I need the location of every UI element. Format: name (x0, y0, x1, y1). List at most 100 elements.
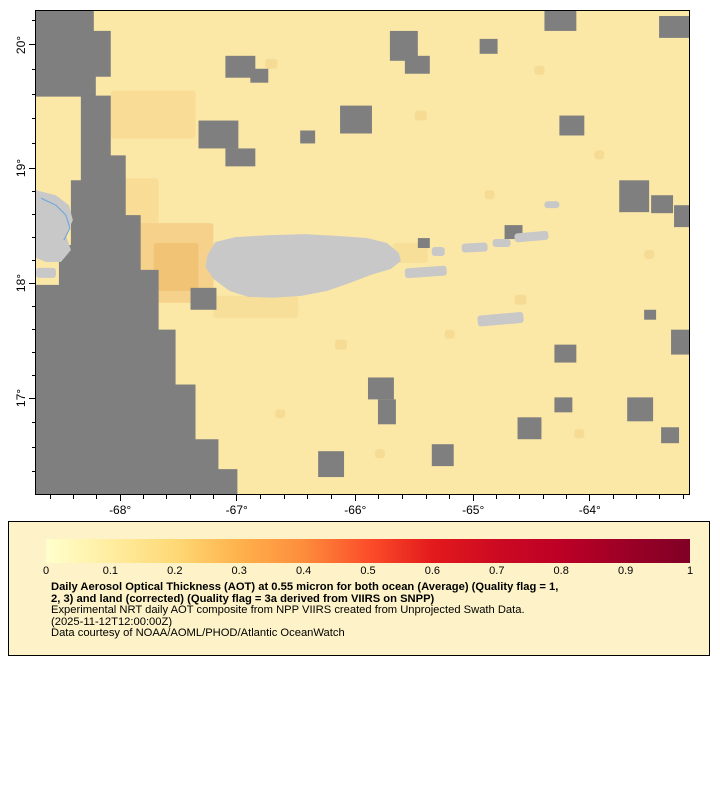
colorbar-tick-label: 0.7 (489, 565, 505, 577)
y-minor-tick (31, 213, 35, 215)
y-tick (29, 282, 35, 284)
y-tick-label: 18° (14, 273, 28, 293)
aot-tint-patch (153, 243, 199, 291)
island (36, 267, 56, 278)
missing-data-block (404, 55, 430, 74)
colorbar-tick-label: 0.8 (553, 565, 569, 577)
missing-data-block (674, 205, 689, 228)
x-tick (354, 495, 356, 501)
missing-data-block (559, 115, 585, 136)
y-tick-label: 17° (14, 388, 28, 408)
x-minor-tick (189, 495, 191, 499)
colorbar-labels: 0 0.1 0.2 0.3 0.4 0.5 0.6 0.7 0.8 0.9 1 (42, 565, 693, 579)
missing-data-block (517, 417, 542, 440)
missing-data-block (340, 105, 372, 134)
island (514, 230, 549, 243)
y-minor-tick (31, 69, 35, 71)
missing-data-block (644, 309, 657, 320)
missing-data-block (554, 397, 573, 413)
missing-data-block (554, 344, 577, 363)
x-tick-label: -64° (578, 503, 601, 517)
y-minor-tick (31, 374, 35, 376)
y-tick (29, 167, 35, 169)
y-minor-tick (31, 236, 35, 238)
missing-data-block (225, 148, 256, 167)
island (492, 239, 511, 248)
missing-data-block (417, 238, 430, 249)
x-minor-tick (259, 495, 261, 499)
x-minor-tick (166, 495, 168, 499)
caption-title-line2: 2, 3) and land (corrected) (Quality flag… (51, 592, 435, 605)
y-tick (29, 397, 35, 399)
aot-tint-patch (574, 429, 585, 439)
y-tick-label: 19° (14, 159, 28, 178)
missing-data-block (661, 427, 680, 444)
aot-tint-patch (213, 295, 299, 318)
missing-data-block (190, 287, 217, 310)
y-minor-tick (31, 328, 35, 330)
x-minor-tick (96, 495, 98, 499)
colorbar-tick-label: 0 (42, 565, 50, 577)
colorbar-tick-label: 0.3 (231, 565, 247, 577)
missing-data-block (659, 15, 689, 38)
x-minor-tick (496, 495, 497, 499)
missing-data-block (367, 377, 394, 400)
land-mass (36, 190, 73, 262)
x-tick (472, 495, 474, 501)
missing-data-block (619, 180, 650, 213)
x-minor-tick (378, 495, 380, 499)
y-tick-label: 20° (14, 35, 28, 54)
aot-tint-patch (110, 90, 196, 139)
x-tick-label: -68° (109, 503, 132, 517)
land-mass (205, 234, 401, 298)
caption: Daily Aerosol Optical Thickness (AOT) at… (51, 581, 559, 640)
missing-data-block (544, 11, 577, 31)
y-minor-tick (31, 93, 35, 95)
colorbar-tick-label: 0.9 (617, 565, 634, 577)
x-minor-tick (565, 495, 567, 499)
caption-line-credit: Data courtesy of NOAA/AOML/PHOD/Atlantic… (51, 627, 345, 640)
x-minor-tick (612, 495, 614, 499)
aot-tint-patch (374, 449, 385, 459)
missing-data-block (225, 55, 256, 78)
map-image (36, 11, 689, 494)
island (477, 312, 524, 327)
x-tick-label: -66° (344, 503, 367, 517)
y-minor-tick (31, 351, 35, 353)
caption-line-timestamp: (2025-11-12T12:00:00Z) (51, 615, 173, 628)
missing-data-block (651, 195, 674, 214)
x-minor-tick (142, 495, 144, 499)
x-minor-tick (283, 495, 285, 499)
aot-map (35, 10, 690, 495)
x-minor-tick (331, 495, 333, 499)
caption-line-description: Experimental NRT daily AOT composite fro… (51, 604, 525, 617)
colorbar-tick-label: 0.2 (167, 565, 183, 577)
x-minor-tick (519, 495, 521, 499)
missing-data-region (36, 95, 238, 494)
colorbar-tick-label: 0.5 (360, 565, 376, 577)
missing-data-block (300, 130, 316, 144)
island (544, 201, 560, 209)
x-minor-tick (659, 495, 661, 499)
coastline (40, 197, 71, 241)
aot-tint-patch (265, 58, 278, 69)
x-minor-tick (635, 495, 637, 499)
y-minor-tick (31, 305, 35, 307)
colorbar-tick-label: 0.6 (424, 565, 441, 577)
y-minor-tick (31, 259, 35, 261)
x-minor-tick (542, 495, 544, 499)
x-tick (236, 495, 238, 501)
x-minor-tick (49, 495, 51, 499)
aot-tint-patch (414, 110, 427, 121)
aot-tint-patch (275, 409, 286, 419)
aot-tint-patch (444, 329, 455, 339)
missing-data-block (431, 444, 454, 467)
caption-title-line1: Daily Aerosol Optical Thickness (AOT) at… (51, 581, 559, 593)
y-minor-tick (31, 190, 35, 192)
island (431, 247, 445, 256)
y-minor-tick (31, 471, 35, 473)
x-minor-tick (449, 495, 451, 499)
aot-tint-patch (484, 190, 495, 200)
aot-tint-patch (534, 65, 545, 75)
